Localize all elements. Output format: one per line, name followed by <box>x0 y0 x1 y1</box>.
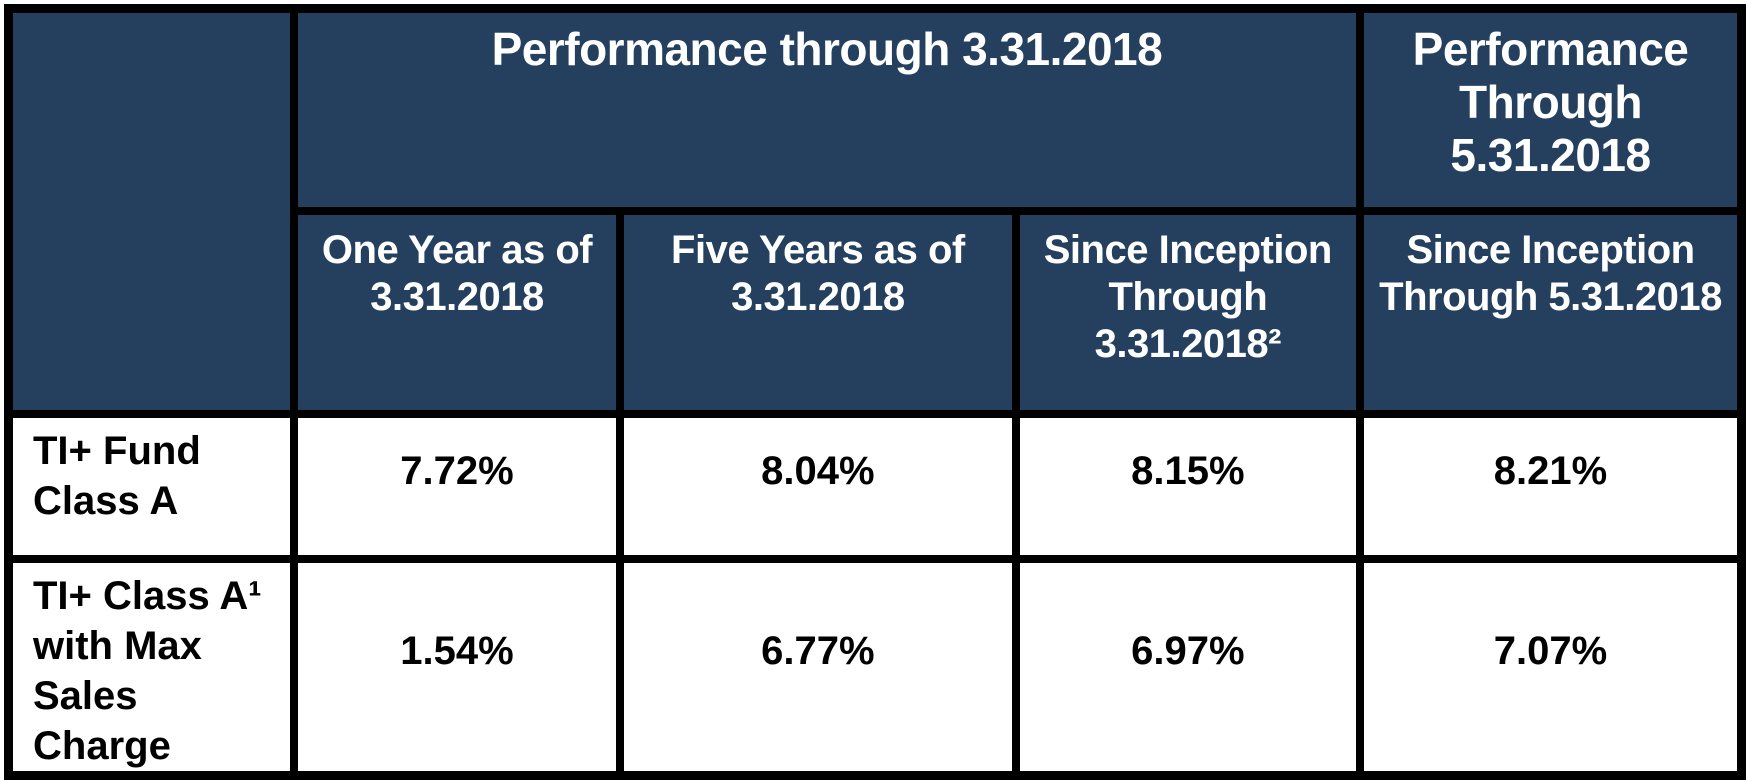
table-row-ti-fund-class-a: TI+ Fund Class A 7.72% 8.04% 8.15% 8.21% <box>4 409 1746 563</box>
column-header-five-years-3-31-2018: Five Years as of 3.31.2018 <box>616 206 1020 418</box>
value-cell-max-charge-since-inception-3-31: 6.97% <box>1011 554 1365 779</box>
column-header-row: One Year as of 3.31.2018 Five Years as o… <box>9 206 1746 418</box>
value-cell-max-charge-five-years: 6.77% <box>616 554 1020 779</box>
value-cell-max-charge-one-year: 1.54% <box>289 554 625 779</box>
group-header-performance-through-3-31-2018: Performance through 3.31.2018 <box>289 4 1365 215</box>
group-header-performance-through-5-31-2018: Performance Through 5.31.2018 <box>1356 4 1746 215</box>
row-label-ti-fund-class-a: TI+ Fund Class A <box>4 409 298 563</box>
column-header-since-inception-5-31-2018: Since Inception Through 5.31.2018 <box>1356 206 1746 418</box>
value-cell-class-a-since-inception-3-31: 8.15% <box>1011 409 1365 563</box>
table-row-ti-class-a-max-sales-charge: TI+ Class A¹ with Max Sales Charge 1.54%… <box>4 554 1746 779</box>
value-cell-class-a-five-years: 8.04% <box>616 409 1020 563</box>
column-header-since-inception-3-31-2018: Since Inception Through 3.31.2018² <box>1011 206 1365 418</box>
value-cell-class-a-since-inception-5-31: 8.21% <box>1356 409 1746 563</box>
column-header-one-year-3-31-2018: One Year as of 3.31.2018 <box>289 206 625 418</box>
performance-table: Performance through 3.31.2018 Performanc… <box>4 4 1746 780</box>
value-cell-max-charge-since-inception-5-31: 7.07% <box>1356 554 1746 779</box>
group-header-row: Performance through 3.31.2018 Performanc… <box>4 4 1746 418</box>
value-cell-class-a-one-year: 7.72% <box>289 409 625 563</box>
row-label-ti-class-a-max-sales-charge: TI+ Class A¹ with Max Sales Charge <box>4 554 298 779</box>
corner-cell <box>4 4 298 418</box>
